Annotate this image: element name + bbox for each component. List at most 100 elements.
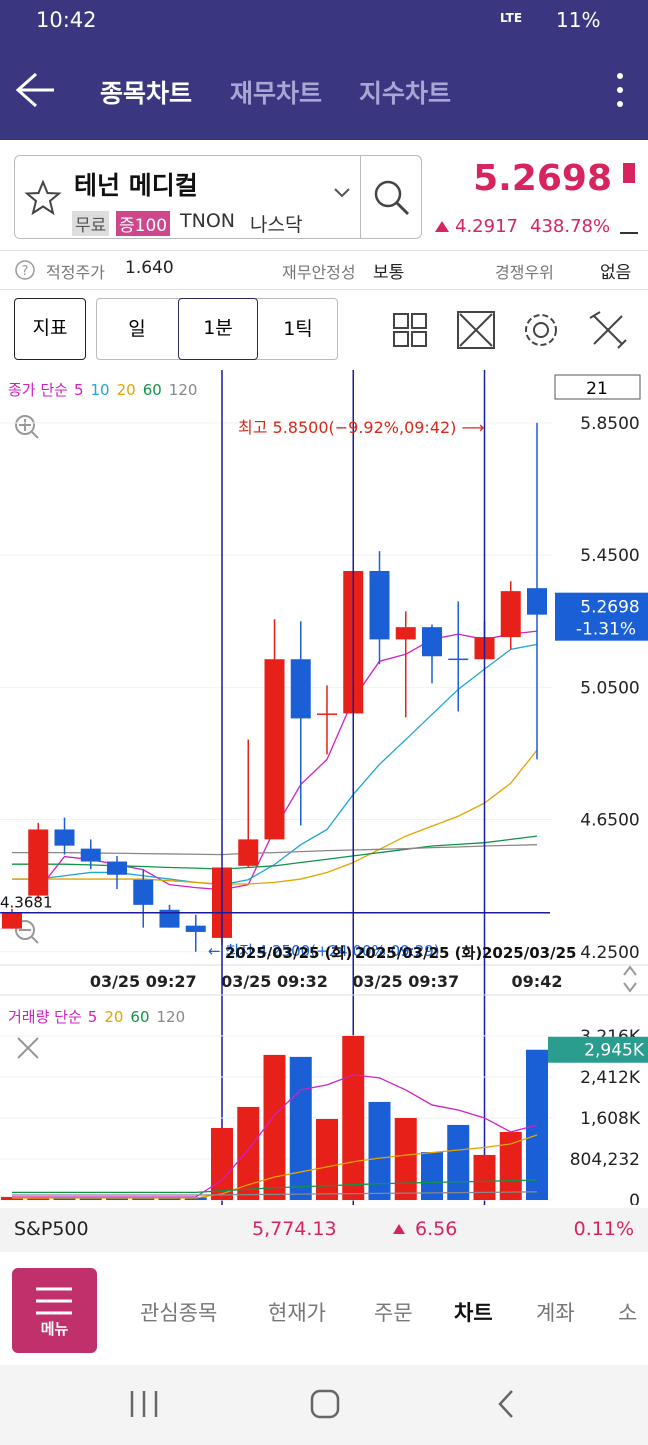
moving-average <box>12 749 538 885</box>
more-button[interactable] <box>610 70 630 110</box>
tab-active[interactable]: 종목차트 <box>100 79 193 108</box>
legend-entry: 20 <box>117 381 136 399</box>
nav-item[interactable]: 현재가 <box>268 1301 326 1325</box>
menu-button[interactable] <box>12 1268 97 1353</box>
candle-body <box>395 627 416 640</box>
legend-title: 거래량 단순 <box>8 1008 82 1026</box>
system-nav <box>0 1365 648 1445</box>
scroll-icon[interactable] <box>623 965 637 993</box>
legend-entry: 120 <box>157 1008 186 1026</box>
indicator-button[interactable]: 지표 <box>14 298 86 360</box>
ticker: TNON <box>180 210 235 232</box>
low-label: ← 최저 4.2500(+24.00%,09:29) <box>208 942 440 960</box>
nav-item[interactable]: 계좌 <box>536 1301 575 1325</box>
volume-bar <box>211 1127 233 1200</box>
crosshair-price: 4.3681 <box>0 894 53 912</box>
period-button[interactable]: 일 <box>128 318 146 340</box>
legend-entry: 120 <box>169 381 198 399</box>
x-tick-label: 03/25 09:37 <box>352 972 459 991</box>
help-icon[interactable]: ? <box>14 259 36 281</box>
moving-average <box>12 1179 538 1193</box>
volume-label: 2,945K <box>584 1041 645 1061</box>
candle-body <box>185 925 206 932</box>
period-button-active[interactable]: 1분 <box>178 298 258 360</box>
candle-body <box>2 912 22 929</box>
info-label: 경쟁우위 <box>495 263 554 282</box>
legend-entry: 5 <box>88 1008 98 1026</box>
battery: 11% <box>556 8 601 32</box>
candle-body <box>422 627 442 657</box>
zoom-out-icon[interactable] <box>15 920 39 944</box>
volume-bar <box>368 1101 391 1200</box>
stock-name: 테넌 메디컬 <box>74 171 198 200</box>
moving-average <box>12 1134 538 1199</box>
y-tick-label: 4.6500 <box>580 811 639 831</box>
search-button[interactable] <box>370 176 414 220</box>
info-value: 1.640 <box>125 258 174 278</box>
nav-item[interactable]: 주문 <box>374 1301 413 1325</box>
volume-bar <box>79 1197 102 1200</box>
candle-body <box>527 588 547 615</box>
volume-bar <box>263 1054 286 1200</box>
candle-body <box>448 658 469 661</box>
tab[interactable]: 지수차트 <box>359 79 452 108</box>
y-tick-label: 804,232 <box>570 1150 640 1170</box>
close-icon[interactable] <box>17 1037 39 1059</box>
dropdown[interactable] <box>332 186 352 200</box>
nav-item[interactable]: 소 <box>618 1301 638 1325</box>
volume-bar <box>473 1154 496 1200</box>
legend-title: 종가 단순 <box>8 381 68 399</box>
svg-text:?: ? <box>22 264 29 279</box>
candle-body <box>264 659 285 840</box>
volume-bar <box>394 1117 417 1200</box>
moving-average <box>37 630 538 891</box>
system-buttons[interactable] <box>120 1385 540 1425</box>
moving-average <box>12 1074 538 1198</box>
favorite-star[interactable] <box>24 180 62 216</box>
volume-bar <box>184 1197 207 1200</box>
volume-bar <box>289 1056 312 1200</box>
legend-entry: 20 <box>104 1008 123 1026</box>
tool-icons[interactable] <box>390 308 640 352</box>
moving-average <box>12 643 538 886</box>
period-button[interactable]: 1틱 <box>283 318 313 340</box>
volume-bar <box>499 1131 522 1200</box>
volume-bar <box>447 1124 470 1200</box>
volume-bar <box>526 1049 548 1200</box>
divider <box>360 156 361 238</box>
candle-body <box>159 909 180 928</box>
legend-entry: 60 <box>130 1008 149 1026</box>
index-name: S&P500 <box>14 1218 89 1240</box>
moving-average <box>12 835 538 870</box>
info-label: 적정주가 <box>46 263 105 282</box>
tab[interactable]: 재무차트 <box>230 79 323 108</box>
volume-bar <box>237 1106 260 1200</box>
divider <box>0 250 648 251</box>
tag: 증100 <box>116 211 171 236</box>
search-box[interactable] <box>14 155 422 239</box>
candle-body <box>238 839 259 866</box>
menu-label: 메뉴 <box>40 1320 69 1338</box>
volume-bar <box>158 1197 181 1200</box>
up-arrow <box>393 1224 405 1234</box>
candle-body <box>290 659 311 719</box>
menu-icon <box>36 1287 72 1315</box>
tag: 무료 <box>72 211 110 236</box>
price-change: 4.2917 <box>455 216 518 237</box>
candle-body <box>500 591 521 638</box>
index-change: 6.56 <box>415 1218 458 1240</box>
nav-item[interactable]: 관심종목 <box>140 1301 218 1325</box>
y-tick-label: 5.8500 <box>580 414 639 434</box>
clock: 10:42 <box>36 8 97 32</box>
volume-bar <box>342 1035 365 1200</box>
top-bar <box>0 0 648 140</box>
price-flag <box>623 163 635 183</box>
candle-body <box>369 570 390 640</box>
crosshair-date: 2025/03/25 (화) <box>355 944 482 962</box>
x-tick-label: 03/25 09:27 <box>90 972 197 991</box>
nav-item-active[interactable]: 차트 <box>454 1301 493 1325</box>
back-button[interactable] <box>14 70 58 110</box>
zoom-in-icon[interactable] <box>15 415 39 439</box>
crosshair-date: 2025/03/25 (화) <box>225 944 352 962</box>
